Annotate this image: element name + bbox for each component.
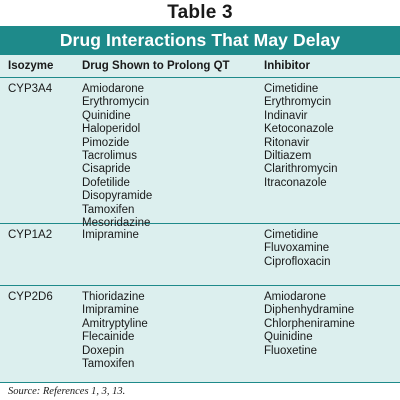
inhibitor-item: Indinavir: [264, 109, 308, 122]
inhibitor-item: Ritonavir: [264, 136, 310, 149]
header-drug: Drug Shown to Prolong QT: [82, 60, 230, 72]
inhibitor-item: Ciprofloxacin: [264, 255, 331, 268]
drug-item: Imipramine: [82, 304, 139, 317]
inhibitor-list: Cimetidine Erythromycin Indinavir Ketoconaz…: [264, 78, 400, 223]
drug-item: Doxepin: [82, 344, 125, 357]
drug-item: Flecainide: [82, 331, 135, 344]
inhibitor-item: Diphenhydramine: [264, 304, 355, 317]
drug-item: Disopyramide: [82, 190, 153, 203]
drug-item: Imipramine: [82, 229, 139, 241]
drug-item: Thioridazine: [82, 291, 145, 303]
drug-item: Amiodarone: [82, 83, 145, 95]
inhibitor-item: Fluvoxamine: [264, 242, 330, 255]
inhibitor-item: Quinidine: [264, 331, 313, 344]
table-body: Isozyme Drug Shown to Prolong QT Inhibit…: [0, 55, 400, 400]
inhibitor-list: Cimetidine Fluvoxamine Ciprofloxacin: [264, 224, 400, 285]
table-content: Isozyme Drug Shown to Prolong QT Inhibit…: [0, 55, 400, 383]
drug-item: Erythromycin: [82, 96, 150, 109]
drug-item: Haloperidol: [82, 123, 141, 136]
drug-item: Dofetilide: [82, 176, 130, 189]
isozyme-cell: CYP1A2: [8, 229, 53, 241]
header-row: Isozyme Drug Shown to Prolong QT Inhibit…: [0, 55, 400, 78]
inhibitor-item: Itraconazole: [264, 176, 327, 189]
isozyme-cell: CYP2D6: [8, 291, 53, 303]
inhibitor-item: Erythromycin: [264, 96, 332, 109]
drug-item: Amitryptyline: [82, 317, 148, 330]
drug-list: Amiodarone Erythromycin Quinidine Haloperid…: [82, 78, 264, 229]
drug-list: Thioridazine Imipramine Amitryptyline Fleca…: [82, 286, 264, 380]
drug-item: Cisapride: [82, 163, 131, 176]
source-note: Source: References 1, 3, 13.: [0, 382, 400, 400]
isozyme-cell: CYP3A4: [8, 83, 53, 95]
group-row: CYP2D6 Thioridazine Imipramine Amitryptyli…: [0, 286, 400, 380]
table-title: Drug Interactions That May Delay Repolar…: [0, 26, 400, 79]
drug-item: Tamoxifen: [82, 358, 135, 371]
drug-item: Pimozide: [82, 136, 130, 149]
inhibitor-item: Ketoconazole: [264, 123, 334, 136]
inhibitor-item: Cimetidine: [264, 83, 319, 95]
table-number: Table 3: [167, 2, 233, 23]
inhibitor-item: Chlorpheniramine: [264, 317, 355, 330]
group-row: CYP1A2 Imipramine Cimetidine Fluvoxamine C…: [0, 224, 400, 286]
inhibitor-item: Cimetidine: [264, 229, 319, 241]
drug-list: Imipramine: [82, 224, 264, 285]
drug-item: Tacrolimus: [82, 150, 137, 163]
inhibitor-list: Amiodarone Diphenhydramine Chlorpheniramin…: [264, 286, 400, 380]
inhibitor-item: Amiodarone: [264, 291, 327, 303]
header-isozyme: Isozyme: [8, 60, 54, 72]
group-row: CYP3A4 Amiodarone Erythromycin Quinidine Ha…: [0, 78, 400, 229]
inhibitor-item: Diltiazem: [264, 150, 312, 163]
drug-item: Mesoridazine: [82, 217, 151, 230]
inhibitor-item: Clarithromycin: [264, 163, 338, 176]
drug-item: Tamoxifen: [82, 203, 135, 216]
drug-item: Quinidine: [82, 109, 131, 122]
header-inhibitor: Inhibitor: [264, 60, 310, 72]
inhibitor-item: Fluoxetine: [264, 344, 318, 357]
